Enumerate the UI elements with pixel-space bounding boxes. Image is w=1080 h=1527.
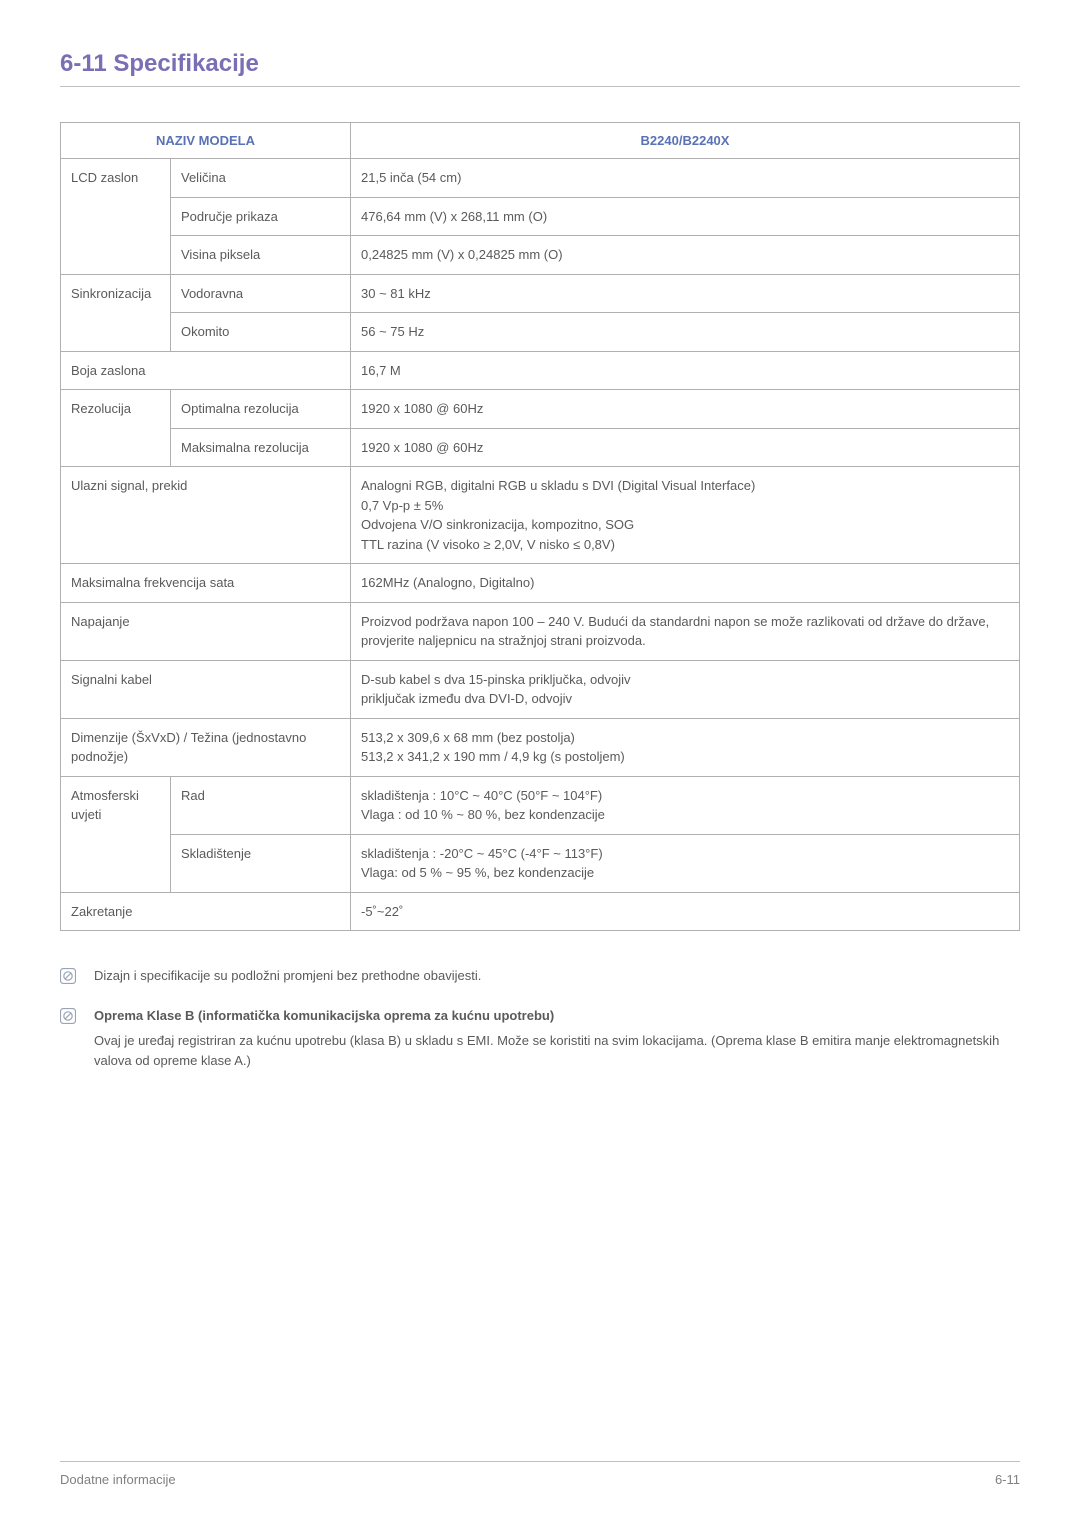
notes-section: Dizajn i specifikacije su podložni promj… [60, 966, 1020, 1070]
row-value: D-sub kabel s dva 15-pinska priključka, … [351, 660, 1020, 718]
footer-left: Dodatne informacije [60, 1472, 176, 1487]
row-category: Rezolucija [61, 390, 171, 467]
table-row: SinkronizacijaVodoravna30 ~ 81 kHz [61, 274, 1020, 313]
row-sublabel: Rad [171, 776, 351, 834]
row-category: Sinkronizacija [61, 274, 171, 351]
table-row: Visina piksela0,24825 mm (V) x 0,24825 m… [61, 236, 1020, 275]
note-item: Dizajn i specifikacije su podložni promj… [60, 966, 1020, 986]
row-value: 1920 x 1080 @ 60Hz [351, 390, 1020, 429]
row-label: Ulazni signal, prekid [61, 467, 351, 564]
row-sublabel: Područje prikaza [171, 197, 351, 236]
table-header-left: NAZIV MODELA [61, 123, 351, 159]
row-sublabel: Optimalna rezolucija [171, 390, 351, 429]
row-value: 0,24825 mm (V) x 0,24825 mm (O) [351, 236, 1020, 275]
row-value: 1920 x 1080 @ 60Hz [351, 428, 1020, 467]
table-row: LCD zaslonVeličina21,5 inča (54 cm) [61, 159, 1020, 198]
row-category: Atmosferski uvjeti [61, 776, 171, 892]
table-row: Maksimalna rezolucija1920 x 1080 @ 60Hz [61, 428, 1020, 467]
info-icon [60, 968, 76, 984]
row-value: Analogni RGB, digitalni RGB u skladu s D… [351, 467, 1020, 564]
table-row: Ulazni signal, prekidAnalogni RGB, digit… [61, 467, 1020, 564]
page-title: 6-11 Specifikacije [60, 50, 1020, 78]
table-row: Zakretanje-5˚~22˚ [61, 892, 1020, 931]
note-item: Oprema Klase B (informatička komunikacij… [60, 1006, 1020, 1071]
table-row: Skladištenjeskladištenja : -20°C ~ 45°C … [61, 834, 1020, 892]
note-text: Dizajn i specifikacije su podložni promj… [94, 966, 1020, 986]
spec-table: NAZIV MODELA B2240/B2240X LCD zaslonVeli… [60, 122, 1020, 931]
table-row: RezolucijaOptimalna rezolucija1920 x 108… [61, 390, 1020, 429]
row-label: Signalni kabel [61, 660, 351, 718]
table-row: Dimenzije (ŠxVxD) / Težina (jednostavno … [61, 718, 1020, 776]
table-row: Atmosferski uvjetiRadskladištenja : 10°C… [61, 776, 1020, 834]
table-row: Signalni kabelD-sub kabel s dva 15-pinsk… [61, 660, 1020, 718]
row-value: 476,64 mm (V) x 268,11 mm (O) [351, 197, 1020, 236]
row-label: Napajanje [61, 602, 351, 660]
row-value: 21,5 inča (54 cm) [351, 159, 1020, 198]
row-label: Zakretanje [61, 892, 351, 931]
table-row: Okomito56 ~ 75 Hz [61, 313, 1020, 352]
row-sublabel: Skladištenje [171, 834, 351, 892]
row-value: 16,7 M [351, 351, 1020, 390]
page-footer: Dodatne informacije 6-11 [60, 1461, 1020, 1487]
row-category: LCD zaslon [61, 159, 171, 275]
row-value: Proizvod podržava napon 100 – 240 V. Bud… [351, 602, 1020, 660]
row-value: 30 ~ 81 kHz [351, 274, 1020, 313]
table-row: Boja zaslona16,7 M [61, 351, 1020, 390]
row-sublabel: Veličina [171, 159, 351, 198]
row-value: -5˚~22˚ [351, 892, 1020, 931]
row-value: 162MHz (Analogno, Digitalno) [351, 564, 1020, 603]
row-label: Dimenzije (ŠxVxD) / Težina (jednostavno … [61, 718, 351, 776]
row-sublabel: Visina piksela [171, 236, 351, 275]
table-header-right: B2240/B2240X [351, 123, 1020, 159]
row-value: 513,2 x 309,6 x 68 mm (bez postolja)513,… [351, 718, 1020, 776]
row-label: Maksimalna frekvencija sata [61, 564, 351, 603]
table-row: NapajanjeProizvod podržava napon 100 – 2… [61, 602, 1020, 660]
row-sublabel: Okomito [171, 313, 351, 352]
title-divider [60, 86, 1020, 87]
row-value: 56 ~ 75 Hz [351, 313, 1020, 352]
row-label: Boja zaslona [61, 351, 351, 390]
row-value: skladištenja : -20°C ~ 45°C (-4°F ~ 113°… [351, 834, 1020, 892]
footer-right: 6-11 [995, 1472, 1020, 1487]
note-text: Oprema Klase B (informatička komunikacij… [94, 1006, 1020, 1071]
table-row: Područje prikaza476,64 mm (V) x 268,11 m… [61, 197, 1020, 236]
row-sublabel: Vodoravna [171, 274, 351, 313]
row-value: skladištenja : 10°C ~ 40°C (50°F ~ 104°F… [351, 776, 1020, 834]
info-icon [60, 1008, 76, 1024]
row-sublabel: Maksimalna rezolucija [171, 428, 351, 467]
table-row: Maksimalna frekvencija sata162MHz (Analo… [61, 564, 1020, 603]
